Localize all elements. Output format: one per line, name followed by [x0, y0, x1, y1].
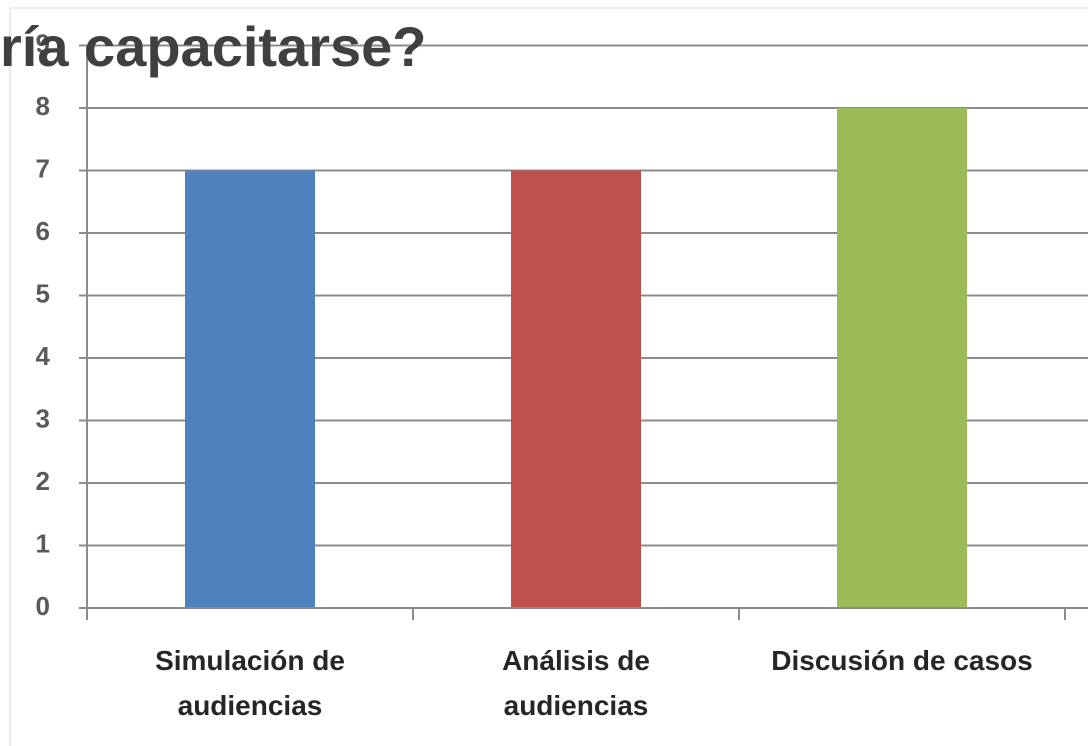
y-tick-label: 8 — [36, 91, 50, 121]
bar — [185, 170, 315, 608]
x-tick-label: Simulación de audiencias — [155, 645, 345, 721]
y-tick-label: 6 — [36, 216, 50, 246]
x-tick-label: Discusión de casos — [771, 645, 1033, 676]
x-tick-label: Análisis de audiencias — [502, 645, 650, 721]
bar — [511, 170, 641, 608]
y-tick-label: 1 — [36, 528, 50, 558]
y-tick-label: 4 — [36, 341, 51, 371]
y-tick-label: 9 — [36, 28, 50, 58]
y-tick-label: 0 — [36, 591, 50, 621]
y-tick-label: 7 — [36, 153, 50, 183]
y-tick-label: 5 — [36, 278, 50, 308]
y-tick-label: 3 — [36, 403, 50, 433]
bar — [837, 108, 967, 608]
chart-title: ría capacitarse? — [0, 15, 426, 78]
y-tick-label: 2 — [36, 466, 50, 496]
